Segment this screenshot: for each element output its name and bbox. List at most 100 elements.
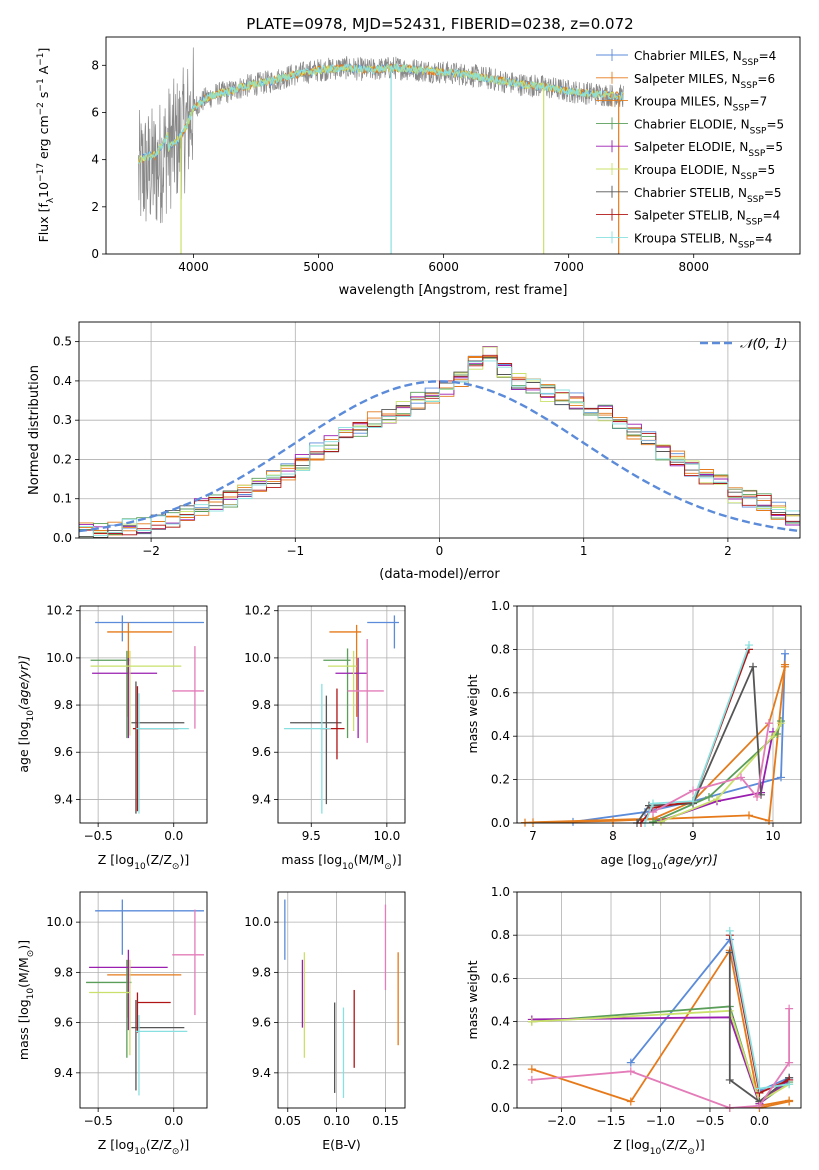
series-marker bbox=[725, 1075, 734, 1084]
series-line bbox=[729, 1100, 790, 1108]
model-spectrum-line bbox=[138, 63, 624, 162]
y-tick-label: 10.0 bbox=[244, 651, 271, 665]
histogram-step-line bbox=[79, 360, 800, 536]
label-part: Kroupa MILES, N bbox=[634, 95, 733, 109]
legend-label: Kroupa ELODIE, NSSP=5 bbox=[634, 163, 775, 182]
series-marker bbox=[626, 1058, 635, 1067]
x-tick-label: 2 bbox=[724, 544, 732, 558]
x-axis-label: Z [log10(Z/Z⊙)] bbox=[98, 852, 189, 872]
spectrum-panel: 4000 5000 6000 7000 8000 0 2 4 6 8 Chabrier MILES,… bbox=[36, 36, 801, 298]
x-axis-label: Z [log10(Z/Z⊙)] bbox=[98, 1137, 189, 1157]
x-tick-label: −2 bbox=[142, 544, 160, 558]
y-tick-label: 0.6 bbox=[491, 971, 510, 985]
x-tick-label: 9.5 bbox=[302, 829, 321, 843]
x-axis-label: (data-model)/error bbox=[379, 567, 500, 582]
series-marker bbox=[689, 797, 697, 806]
series-marker bbox=[765, 816, 773, 825]
axes-frame bbox=[78, 321, 801, 539]
label-part: =5 bbox=[764, 186, 782, 200]
x-tick-label: −0.5 bbox=[695, 1114, 724, 1128]
residuals-panel: −2 −1 0 1 2 0.0 0.1 0.2 0.3 0.4 0.5 𝒩(0, 1) (data-mo… bbox=[27, 321, 801, 582]
label-part: Chabrier ELODIE, N bbox=[634, 117, 750, 131]
x-axis-label: age [log10(age/yr)] bbox=[600, 852, 717, 872]
label-part: ⊙ bbox=[26, 950, 36, 958]
y-tick-label: 9.8 bbox=[54, 698, 73, 712]
series-marker bbox=[777, 719, 785, 728]
y-tick-label: 4 bbox=[91, 153, 99, 167]
y-tick-label: 9.6 bbox=[54, 745, 73, 759]
y-tick-label: 10.0 bbox=[46, 915, 73, 929]
y-tick-label: 0.0 bbox=[491, 816, 510, 830]
label-part: Z [log bbox=[613, 1137, 649, 1152]
y-tick-label: 9.8 bbox=[54, 965, 73, 979]
series-marker bbox=[626, 1067, 635, 1076]
axes-frame bbox=[79, 891, 208, 1109]
label-part: 10 bbox=[650, 1147, 662, 1157]
label-part: SSP bbox=[738, 240, 755, 250]
label-part: Z [log bbox=[98, 1137, 134, 1152]
histogram-step-line bbox=[79, 346, 800, 534]
x-tick-label: 0.0 bbox=[750, 1114, 769, 1128]
label-part: −1 bbox=[36, 53, 46, 66]
series-line bbox=[531, 1009, 790, 1103]
label-part: =7 bbox=[750, 95, 768, 109]
x-tick-label: −0.5 bbox=[84, 829, 113, 843]
label-part: =4 bbox=[763, 209, 781, 223]
series-marker bbox=[737, 773, 745, 782]
y-tick-label: 0.0 bbox=[53, 531, 72, 545]
series-line bbox=[660, 722, 782, 823]
y-axis-label: mass weight bbox=[465, 960, 480, 1039]
legend-label: Kroupa MILES, NSSP=7 bbox=[634, 95, 767, 114]
label-part: ] bbox=[36, 48, 51, 53]
x-tick-label: 0.05 bbox=[274, 1114, 301, 1128]
axes-frame bbox=[516, 891, 802, 1109]
axes-frame bbox=[79, 605, 208, 824]
label-part: =4 bbox=[755, 231, 773, 245]
series-marker bbox=[527, 1065, 536, 1074]
y-tick-label: 9.6 bbox=[252, 745, 271, 759]
label-part: −1 bbox=[36, 78, 46, 91]
axes-frame bbox=[277, 891, 406, 1109]
series-marker bbox=[753, 792, 761, 801]
label-part: Salpeter STELIB, N bbox=[634, 209, 746, 223]
x-tick-label: 10 bbox=[765, 829, 780, 843]
label-part: A bbox=[36, 65, 51, 78]
label-part: 10 bbox=[26, 710, 36, 722]
y-tick-label: 2 bbox=[91, 200, 99, 214]
label-part: mass [log bbox=[16, 999, 31, 1060]
series-marker bbox=[649, 799, 657, 808]
series-marker bbox=[777, 773, 785, 782]
series-marker bbox=[781, 662, 789, 671]
axes-frame bbox=[277, 605, 406, 824]
label-part: SSP bbox=[746, 218, 763, 228]
x-tick-label: 1 bbox=[580, 544, 588, 558]
histogram-step-line bbox=[79, 346, 800, 538]
label-part: Chabrier STELIB, N bbox=[634, 186, 747, 200]
label-part: SSP bbox=[748, 149, 765, 159]
label-part: erg cm bbox=[36, 115, 51, 163]
y-tick-label: 9.6 bbox=[252, 1016, 271, 1030]
y-tick-label: 0.4 bbox=[491, 729, 510, 743]
y-tick-label: 0.8 bbox=[491, 928, 510, 942]
series-marker bbox=[755, 1101, 764, 1110]
x-axis-label: Z [log10(Z/Z⊙)] bbox=[613, 1137, 704, 1157]
label-part: SSP bbox=[747, 195, 764, 205]
series-line bbox=[524, 664, 786, 823]
y-tick-label: 10.0 bbox=[46, 651, 73, 665]
histogram-step-line bbox=[79, 357, 800, 535]
series-marker bbox=[781, 649, 789, 658]
x-tick-label: −0.5 bbox=[84, 1114, 113, 1128]
y-tick-label: 0 bbox=[91, 247, 99, 261]
label-part: )] bbox=[16, 940, 31, 950]
x-axis-label: E(B-V) bbox=[322, 1137, 361, 1152]
x-tick-label: 0.10 bbox=[323, 1114, 350, 1128]
normal-distribution-curve bbox=[78, 380, 801, 533]
series-marker bbox=[785, 1097, 794, 1106]
y-tick-label: 9.4 bbox=[252, 792, 271, 806]
y-tick-label: 1.0 bbox=[491, 599, 510, 613]
label-part: =5 bbox=[765, 140, 783, 154]
y-tick-label: 9.4 bbox=[252, 1066, 271, 1080]
y-tick-label: 9.4 bbox=[54, 792, 73, 806]
y-tick-label: 0.4 bbox=[491, 1015, 510, 1029]
